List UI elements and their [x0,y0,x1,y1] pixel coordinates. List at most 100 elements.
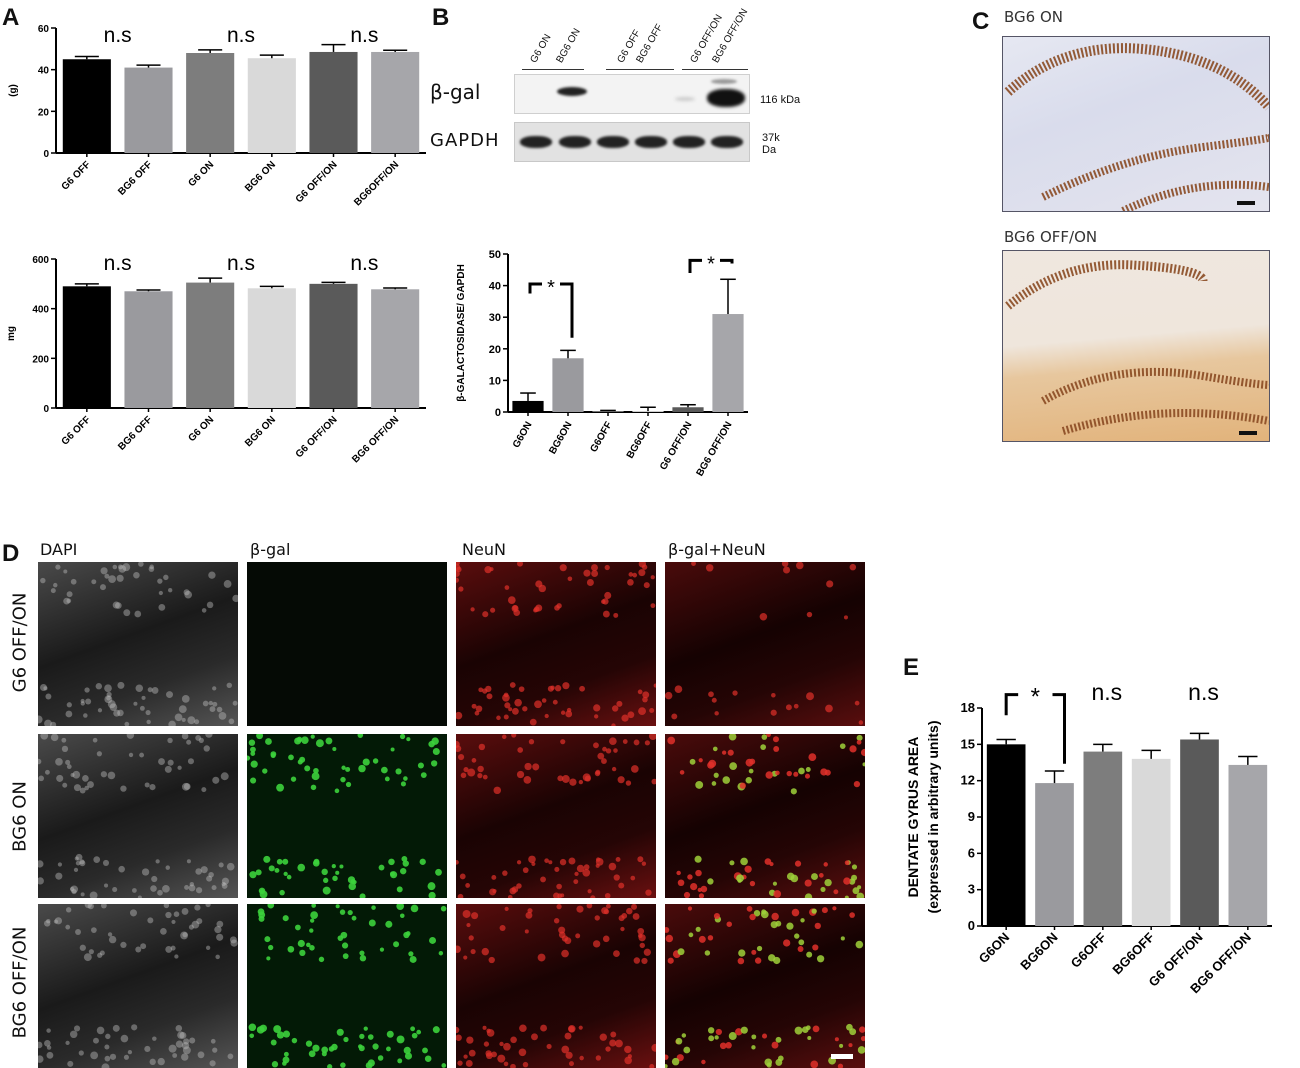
cell-nucleus [80,701,85,706]
cell-nucleus [75,929,81,935]
bar [672,407,704,412]
cell-nucleus [602,610,610,618]
cell-nucleus [128,752,134,758]
cell-nucleus [194,904,201,911]
cell-nucleus [592,940,601,948]
cell-nucleus [708,1035,715,1042]
chart-a-top: 0 20 40 60 G6 OFF BG6 OFF G6 ON BG6 ON G6 OFF/ON… [8,24,426,208]
cell-nucleus [826,580,834,588]
cell-nucleus [70,578,77,585]
cell-nucleus [630,875,636,881]
cell-nucleus [604,591,612,599]
cell-nucleus [768,954,776,962]
cell-nucleus [250,777,257,784]
cell-nucleus [106,695,111,701]
cell-nucleus [477,765,484,773]
cell-nucleus [107,932,113,937]
cell-nucleus [201,787,207,793]
cell-nucleus [786,770,792,777]
cell-nucleus [456,1026,460,1034]
cell-nucleus [46,1028,51,1033]
cell-nucleus [377,1055,384,1061]
cell-nucleus [637,856,644,863]
cell-nucleus [210,1038,216,1044]
cell-nucleus [301,736,309,744]
cell-nucleus [305,1040,313,1047]
cell-nucleus [140,943,147,950]
cell-nucleus [167,588,173,593]
cell-nucleus [824,878,832,887]
cell-nucleus [67,1060,74,1067]
cell-nucleus [55,872,63,880]
bar [1228,764,1268,926]
cell-nucleus [318,956,325,963]
x-tick-label: BG6OFF/ON [352,159,401,208]
cell-nucleus [527,908,533,914]
cell-nucleus [825,704,833,713]
cell-nucleus [602,935,610,943]
x-tick-label: G6 OFF/ON [294,414,340,460]
blot-strip-bgal [514,74,750,114]
cell-nucleus [582,868,591,877]
cell-nucleus [50,588,56,594]
micrograph--gal-neun-2 [665,734,865,898]
cell-nucleus [595,858,604,866]
cell-nucleus [135,684,144,692]
cell-nucleus [575,933,581,939]
western-blot: G6 ON BG6 ON G6 OFF BG6 OFF G6 OFF/ON BG6 OFF… [420,7,820,162]
cell-nucleus [665,691,673,700]
cell-nucleus [565,710,573,718]
cell-nucleus [705,564,714,572]
cell-nucleus [297,939,305,948]
cell-nucleus [816,955,825,963]
cell-nucleus [856,739,862,745]
cell-nucleus [675,1037,683,1045]
cell-nucleus [175,1024,183,1032]
cell-nucleus [844,895,849,898]
cell-nucleus [195,734,202,741]
cell-nucleus [667,736,676,745]
cell-nucleus [737,957,745,965]
ihc-image-bg6-offon [1002,250,1270,442]
cell-nucleus [823,862,828,867]
cell-nucleus [340,1062,346,1068]
cell-nucleus [158,758,165,765]
cell-nucleus [862,762,865,767]
cell-nucleus [698,758,703,763]
cell-nucleus [594,770,601,777]
cell-nucleus [247,755,251,761]
cell-nucleus [274,867,280,873]
cell-nucleus [226,682,233,689]
significance-label: * [707,253,715,275]
cell-nucleus [419,858,426,865]
significance-label: n.s [1188,679,1219,705]
cell-nucleus [615,1039,623,1048]
cell-nucleus [339,909,346,915]
cell-nucleus [93,1037,99,1044]
cell-nucleus [806,951,813,958]
cell-nucleus [679,770,685,775]
x-tick-label: BG6 OFF/ON [350,414,401,465]
cell-nucleus [649,734,656,740]
cell-nucleus [504,585,510,590]
cell-nucleus [711,781,717,786]
x-tick-label: BG6OFF [1109,929,1157,977]
cell-nucleus [73,784,81,792]
blot-row-label-bgal: β-gal [430,80,481,104]
significance-label: n.s [227,24,255,47]
cell-nucleus [441,1063,447,1068]
micrograph-texture [665,562,864,725]
cell-nucleus [232,700,238,706]
cell-nucleus [171,919,176,924]
cell-nucleus [117,564,123,570]
cell-nucleus [456,860,459,865]
cell-nucleus [248,739,256,746]
blot-group-line [522,69,584,70]
cell-nucleus [642,696,648,703]
cell-nucleus [186,739,192,745]
cell-nucleus [165,865,170,870]
blot-band [711,136,743,148]
cell-nucleus [837,1063,844,1068]
cell-nucleus [504,906,509,911]
micrograph--gal-1 [247,562,447,726]
